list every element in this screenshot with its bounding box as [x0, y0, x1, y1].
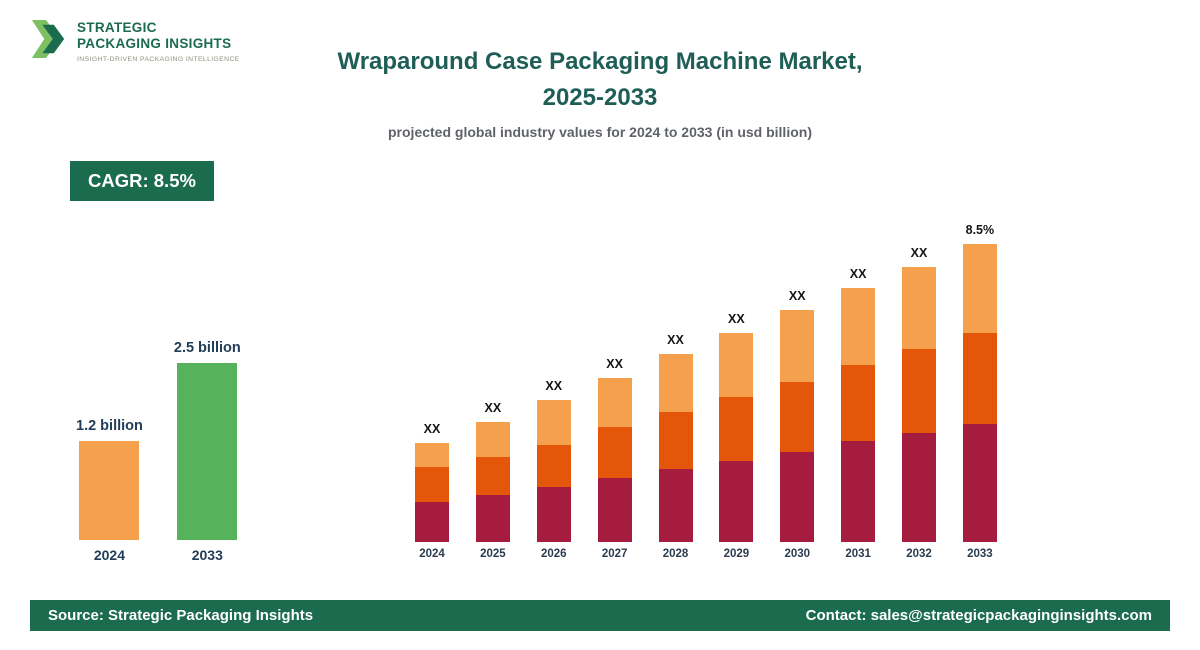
stacked-bar-year-label: 2032: [906, 548, 932, 560]
stacked-bar-year-label: 2028: [662, 548, 689, 560]
mini-bar-group-2033: 2.5 billion 2033: [174, 340, 241, 563]
bar-segment-tier-bottom: [536, 487, 571, 542]
bar-segment-tier-top: [536, 400, 571, 445]
stacked-bar-group-2025: XX 2025: [475, 401, 510, 560]
stacked-bar-group-2029: XX 2029: [719, 312, 754, 560]
stacked-bar-2026: [536, 400, 571, 542]
logo: STRATEGIC PACKAGING INSIGHTS INSIGHT-DRI…: [30, 16, 240, 67]
stacked-bar-group-2032: XX 2032: [902, 246, 936, 560]
stacked-bar-year-label: 2033: [967, 548, 993, 560]
stacked-bar-year-label: 2024: [419, 548, 445, 560]
stacked-bar-year-label: 2031: [845, 548, 871, 560]
stacked-bar-chart: XX 2024 XX 2025 XX 2026 XX 2027 XX 2028 XX 2029 XX 20…: [415, 223, 997, 560]
mini-bar-2033: [177, 363, 238, 540]
bar-segment-tier-top: [475, 422, 510, 457]
stacked-bar-2032: [902, 267, 936, 542]
bar-segment-tier-top: [719, 333, 754, 397]
stacked-bar-2031: [841, 288, 876, 542]
logo-text: STRATEGIC PACKAGING INSIGHTS INSIGHT-DRI…: [77, 20, 240, 63]
stacked-bar-year-label: 2029: [723, 548, 750, 560]
stacked-bar-group-2030: XX 2030: [780, 289, 815, 560]
bar-segment-tier-top: [415, 443, 449, 467]
stacked-bar-group-2027: XX 2027: [597, 357, 632, 560]
bar-segment-tier-middle: [962, 333, 997, 424]
stacked-bar-group-2028: XX 2028: [658, 333, 693, 560]
logo-chevron-icon: [30, 16, 68, 67]
comparison-bar-chart: 1.2 billion 2024 2.5 billion 2033: [76, 340, 241, 563]
bar-segment-tier-middle: [841, 365, 876, 441]
stacked-bar-year-label: 2025: [480, 548, 506, 560]
bar-segment-tier-top: [962, 244, 997, 333]
bar-segment-tier-middle: [780, 382, 815, 452]
stacked-bar-top-label: XX: [606, 357, 623, 371]
footer-contact: Contact: sales@strategicpackaginginsight…: [805, 607, 1152, 624]
mini-bar-value-label: 1.2 billion: [76, 418, 143, 434]
bar-segment-tier-top: [841, 288, 876, 365]
bar-segment-tier-bottom: [719, 461, 754, 542]
stacked-bar-year-label: 2030: [784, 548, 811, 560]
stacked-bar-year-label: 2027: [601, 548, 628, 560]
stacked-bar-top-label: XX: [910, 246, 928, 260]
page-subtitle: projected global industry values for 202…: [388, 124, 812, 140]
bar-segment-tier-middle: [902, 349, 936, 433]
bar-segment-tier-bottom: [597, 478, 632, 542]
bar-segment-tier-top: [597, 378, 632, 427]
bar-segment-tier-bottom: [415, 502, 449, 542]
bar-segment-tier-bottom: [475, 495, 510, 542]
stacked-bar-2027: [597, 378, 632, 542]
stacked-bar-2029: [719, 333, 754, 542]
stacked-bar-2025: [475, 422, 510, 542]
mini-bar-year-label: 2024: [93, 547, 126, 563]
page-title-line2: 2025-2033: [542, 84, 658, 111]
stacked-bar-top-label: XX: [423, 422, 441, 436]
bar-segment-tier-bottom: [780, 452, 815, 542]
footer-bar: Source: Strategic Packaging Insights Con…: [30, 600, 1170, 631]
mini-bar-group-2024: 1.2 billion 2024: [76, 418, 143, 563]
bar-segment-tier-middle: [597, 427, 632, 478]
stacked-bar-top-label: XX: [545, 379, 563, 393]
mini-bar-year-label: 2033: [191, 547, 223, 563]
cagr-badge: CAGR: 8.5%: [70, 161, 214, 201]
stacked-bar-top-label: XX: [728, 312, 745, 326]
bar-segment-tier-middle: [719, 397, 754, 461]
stacked-bar-top-label: XX: [788, 289, 806, 303]
bar-segment-tier-middle: [475, 457, 510, 495]
stacked-bar-2033: [962, 244, 997, 542]
stacked-bar-year-label: 2026: [540, 548, 567, 560]
bar-segment-tier-middle: [415, 467, 449, 502]
bar-segment-tier-middle: [536, 445, 571, 487]
logo-name-line2: PACKAGING INSIGHTS: [77, 36, 232, 51]
stacked-bar-2030: [780, 310, 815, 542]
footer-source: Source: Strategic Packaging Insights: [48, 607, 314, 624]
bar-segment-tier-top: [780, 310, 815, 382]
bar-segment-tier-bottom: [841, 441, 876, 542]
mini-bar-value-label: 2.5 billion: [173, 340, 241, 356]
mini-bar-2024: [79, 441, 140, 540]
stacked-bar-2024: [415, 443, 449, 542]
bar-segment-tier-bottom: [962, 424, 997, 542]
stacked-bar-top-label: XX: [484, 401, 502, 415]
bar-segment-tier-top: [658, 354, 693, 412]
stacked-bar-group-2033: 8.5% 2033: [962, 223, 997, 560]
stacked-bar-top-label: XX: [849, 267, 867, 281]
stacked-bar-group-2031: XX 2031: [841, 267, 876, 560]
stacked-bar-top-label: 8.5%: [965, 223, 995, 237]
stacked-bar-top-label: XX: [667, 333, 684, 347]
bar-segment-tier-bottom: [658, 469, 693, 542]
bar-segment-tier-bottom: [902, 433, 936, 542]
logo-name-line1: STRATEGIC: [77, 20, 157, 36]
bar-segment-tier-middle: [658, 412, 693, 469]
stacked-bar-group-2024: XX 2024: [415, 422, 449, 560]
stacked-bar-group-2026: XX 2026: [536, 379, 571, 560]
stacked-bar-2028: [658, 354, 693, 542]
bar-segment-tier-top: [902, 267, 936, 349]
page-title-line1: Wraparound Case Packaging Machine Market…: [337, 48, 863, 75]
logo-tagline: INSIGHT-DRIVEN PACKAGING INTELLIGENCE: [77, 55, 240, 63]
